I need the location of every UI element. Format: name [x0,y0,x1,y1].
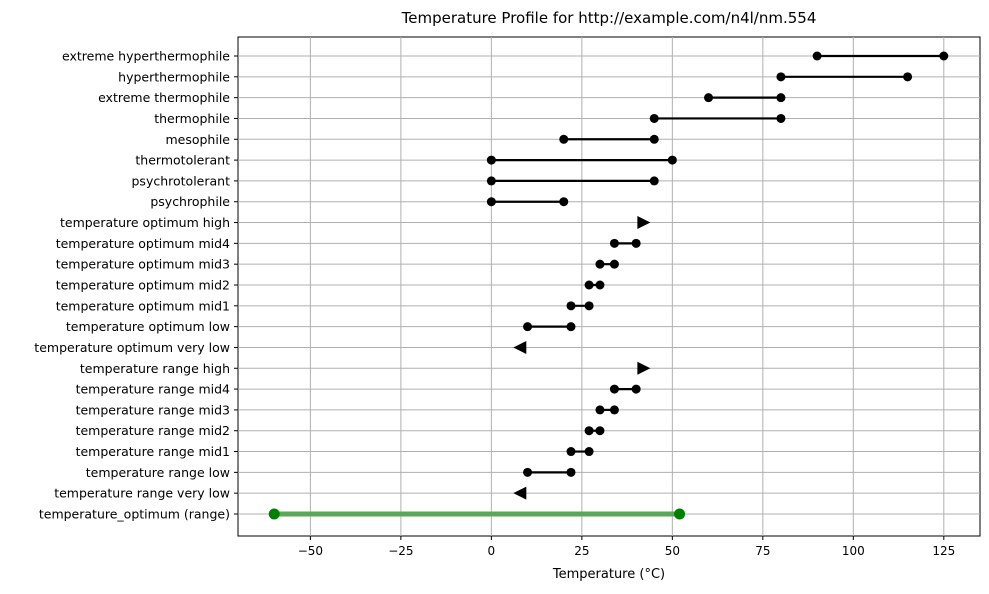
plot-area [237,36,981,537]
range-high-point [649,176,659,186]
range-low-point [486,176,496,186]
range-low-point [649,113,659,123]
arrow-right-marker [637,361,651,375]
axis-ticks: −50 −25 0 25 50 75 100 125 extreme hyperthermoph… [34,49,955,559]
range-low-point [609,238,619,248]
grid-lines [238,37,980,536]
range-high-point [566,467,576,477]
chart-title: Temperature Profile for http://example.c… [401,9,817,27]
y-tick-label: temperature optimum mid1 [56,298,230,313]
arrow-right-marker [637,216,651,230]
y-tick-label: hyperthermophile [118,69,230,84]
range-low-point [776,72,786,82]
range-low-point [584,426,594,436]
range-high-point [667,155,677,165]
y-tick-label: temperature optimum very low [34,340,230,355]
x-tick-label: 75 [755,544,770,558]
range-high-point [609,405,619,415]
y-tick-label: temperature optimum mid4 [56,236,230,251]
y-tick-label: psychrotolerant [132,173,231,188]
range-low-point [704,93,714,103]
range-low-point [486,155,496,165]
arrow-left-marker [513,340,527,354]
range-high-point [776,113,786,123]
range-high-point [903,72,913,82]
x-axis-label: Temperature (°C) [552,567,665,582]
x-tick-label: 125 [932,544,955,558]
y-tick-label: thermophile [154,111,230,126]
y-tick-label: temperature range low [86,465,230,480]
range-low-point [559,134,569,144]
range-low-point [523,467,533,477]
y-tick-label: temperature range very low [54,486,230,501]
y-tick-label: thermotolerant [135,153,230,168]
arrow-left-marker [513,486,527,500]
range-low-point [584,280,594,290]
x-tick-label: 50 [665,544,680,558]
range-high-point [559,197,569,207]
range-high-point [649,134,659,144]
range-high-point [566,322,576,332]
range-high-point [631,238,641,248]
range-high-point [595,426,605,436]
y-tick-label: temperature range mid4 [76,382,230,397]
y-tick-label: temperature range mid2 [76,423,230,438]
x-tick-label: −50 [298,544,323,558]
range-high-point [776,93,786,103]
y-tick-label: temperature range mid3 [76,402,230,417]
y-tick-label: temperature optimum mid2 [56,278,230,293]
range-low-point [523,322,533,332]
y-tick-label: temperature_optimum (range) [39,507,230,522]
range-low-point [566,301,576,311]
range-low-point [268,508,280,520]
range-low-point [566,447,576,457]
range-high-point [584,301,594,311]
y-tick-label: temperature optimum mid3 [56,257,230,272]
range-high-point [595,280,605,290]
range-high-point [609,259,619,269]
range-low-point [812,51,822,61]
x-tick-label: 25 [574,544,589,558]
range-high-point [631,384,641,394]
x-tick-label: 100 [842,544,865,558]
y-tick-label: temperature range high [80,361,230,376]
y-tick-label: extreme hyperthermophile [62,49,230,64]
x-tick-label: −25 [388,544,413,558]
range-low-point [609,384,619,394]
range-high-point [674,508,686,520]
y-tick-label: extreme thermophile [98,90,230,105]
y-tick-label: mesophile [165,132,230,147]
range-low-point [595,259,605,269]
data-marks [268,51,949,520]
y-tick-label: temperature range mid1 [76,444,230,459]
range-low-point [595,405,605,415]
range-low-point [486,197,496,207]
x-tick-label: 0 [488,544,496,558]
range-high-point [584,447,594,457]
y-tick-label: psychrophile [150,194,230,209]
range-high-point [939,51,949,61]
y-tick-label: temperature optimum high [60,215,230,230]
y-tick-label: temperature optimum low [66,319,230,334]
